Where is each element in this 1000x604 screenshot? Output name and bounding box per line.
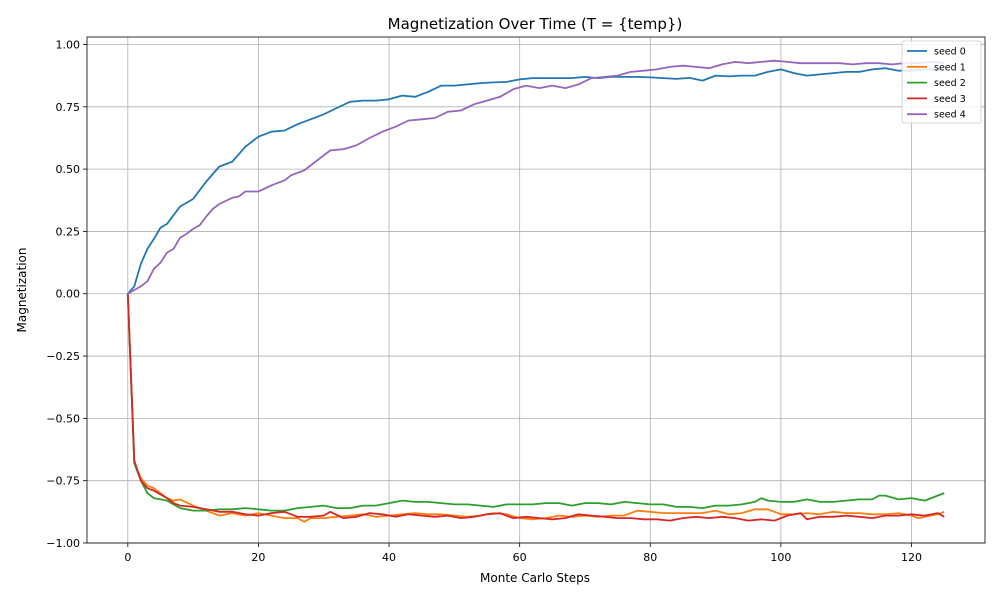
y-tick-label: −0.50 (46, 412, 80, 425)
x-tick-label: 0 (124, 551, 131, 564)
legend: seed 0 seed 1 seed 2 seed 3 seed 4 (901, 40, 982, 124)
y-tick-label: −1.00 (46, 537, 80, 550)
legend-label-3: seed 3 (934, 94, 966, 105)
x-tick-label: 120 (901, 551, 922, 564)
y-tick-label: 0.75 (56, 101, 81, 114)
legend-label-1: seed 1 (934, 62, 966, 73)
series-line-4 (127, 59, 945, 295)
legend-box (901, 40, 982, 124)
legend-label-4: seed 4 (934, 110, 966, 121)
x-axis-label: Monte Carlo Steps (480, 571, 590, 585)
series-lines (126, 59, 945, 523)
series-line-1 (126, 293, 945, 523)
series-line-3 (126, 293, 945, 522)
x-tick-label: 100 (770, 551, 791, 564)
x-tick-label: 40 (382, 551, 396, 564)
y-tick-label: 0.00 (56, 288, 81, 301)
series-line-0 (127, 67, 945, 295)
axis-ticks: 0 20 40 60 80 100 120 −1.00 −0.75 −0.50 −0.25 0.00 0… (46, 38, 922, 564)
x-tick-label: 20 (251, 551, 265, 564)
legend-label-2: seed 2 (934, 78, 966, 89)
x-tick-label: 60 (513, 551, 527, 564)
chart-title: Magnetization Over Time (T = {temp}) (388, 15, 683, 33)
plot-frame (86, 36, 986, 544)
y-tick-label: 1.00 (56, 38, 81, 51)
y-tick-label: 0.50 (56, 163, 81, 176)
series-line-2 (126, 293, 945, 512)
legend-label-0: seed 0 (934, 47, 966, 58)
y-tick-label: −0.25 (46, 350, 80, 363)
grid (87, 37, 985, 544)
x-tick-label: 80 (643, 551, 657, 564)
y-tick-label: 0.25 (56, 225, 81, 238)
y-tick-label: −0.75 (46, 475, 80, 488)
y-axis-label: Magnetization (15, 248, 29, 333)
